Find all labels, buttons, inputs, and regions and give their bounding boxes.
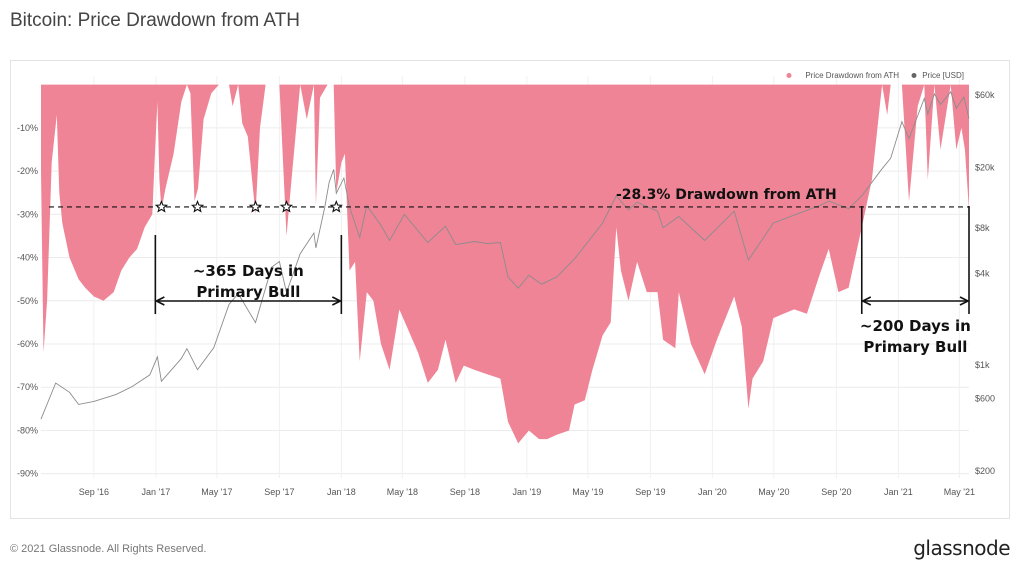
x-tick-label: Jan '19: [512, 487, 541, 497]
right-tick-label: $600: [975, 394, 995, 404]
x-tick-label: Sep '16: [79, 487, 109, 497]
x-tick-label: May '21: [944, 487, 975, 497]
right-tick-label: $8k: [975, 223, 990, 233]
legend[interactable]: Price [USD] Price Drawdown from ATH: [786, 71, 965, 80]
legend-label-drawdown: Price Drawdown from ATH: [805, 71, 899, 80]
x-tick-label: May '17: [201, 487, 232, 497]
right-tick-label: $60k: [975, 90, 995, 100]
x-axis: Sep '16 Jan '17 May '17 Sep '17 Jan '18 May '…: [79, 487, 975, 497]
right-tick-label: $200: [975, 466, 995, 476]
x-tick-label: Sep '20: [821, 487, 851, 497]
x-tick-label: May '18: [387, 487, 418, 497]
right-tick-label: $20k: [975, 162, 995, 172]
price-line: [40, 90, 970, 420]
star-marker: [154, 200, 169, 213]
left-tick-label: -80%: [17, 425, 38, 435]
x-tick-label: Jan '21: [884, 487, 913, 497]
left-tick-label: -30%: [17, 209, 38, 219]
period-1-label-line1: ~365 Days in: [193, 262, 304, 280]
period-1-arrow-right: [331, 296, 343, 306]
x-tick-label: Jan '20: [698, 487, 727, 497]
right-tick-label: $1k: [975, 360, 990, 370]
left-tick-label: -50%: [17, 296, 38, 306]
copyright-text: © 2021 Glassnode. All Rights Reserved.: [10, 543, 207, 555]
x-tick-label: Jan '18: [327, 487, 356, 497]
left-axis: -10% -20% -30% -40% -50% -60% -70% -80% -90%: [17, 123, 38, 479]
star-marker: [248, 200, 263, 213]
x-tick-label: Sep '17: [264, 487, 294, 497]
period-2-label-line1: ~200 Days in: [860, 317, 971, 335]
chart-frame: -10% -20% -30% -40% -50% -60% -70% -80% -90% $60…: [10, 60, 1010, 519]
star-marker: [190, 200, 205, 213]
left-tick-label: -60%: [17, 339, 38, 349]
annotations: -28.3% Drawdown from ATH ~365 Days in Prim…: [49, 187, 971, 356]
left-tick-label: -90%: [17, 469, 38, 479]
period-1-label-line2: Primary Bull: [196, 283, 300, 301]
star-marker: [329, 200, 343, 213]
left-tick-label: -40%: [17, 253, 38, 263]
brand-logo[interactable]: glassnode: [913, 536, 1010, 560]
legend-dot-price: [911, 73, 917, 78]
star-marker: [279, 200, 294, 213]
x-tick-label: May '19: [572, 487, 603, 497]
x-tick-label: Sep '19: [635, 487, 665, 497]
period-2-label-line2: Primary Bull: [863, 338, 967, 356]
chart-svg: -10% -20% -30% -40% -50% -60% -70% -80% -90% $60…: [17, 71, 995, 497]
drawdown-level-label: -28.3% Drawdown from ATH: [616, 187, 837, 203]
left-tick-label: -70%: [17, 382, 38, 392]
left-tick-label: -20%: [17, 166, 38, 176]
right-tick-label: $4k: [975, 269, 990, 279]
legend-dot-drawdown: [786, 73, 792, 78]
left-tick-label: -10%: [17, 123, 38, 133]
period-2-arrow-right: [959, 296, 970, 306]
period-2-arrow-left: [860, 296, 872, 306]
x-tick-label: May '20: [758, 487, 789, 497]
legend-label-price: Price [USD]: [922, 71, 964, 80]
x-tick-label: Sep '18: [450, 487, 480, 497]
period-1-arrow-left: [154, 296, 165, 306]
page-title: Bitcoin: Price Drawdown from ATH: [10, 10, 301, 31]
right-axis: $60k $20k $8k $4k $1k $600 $200: [975, 90, 995, 476]
x-tick-label: Jan '17: [141, 487, 170, 497]
